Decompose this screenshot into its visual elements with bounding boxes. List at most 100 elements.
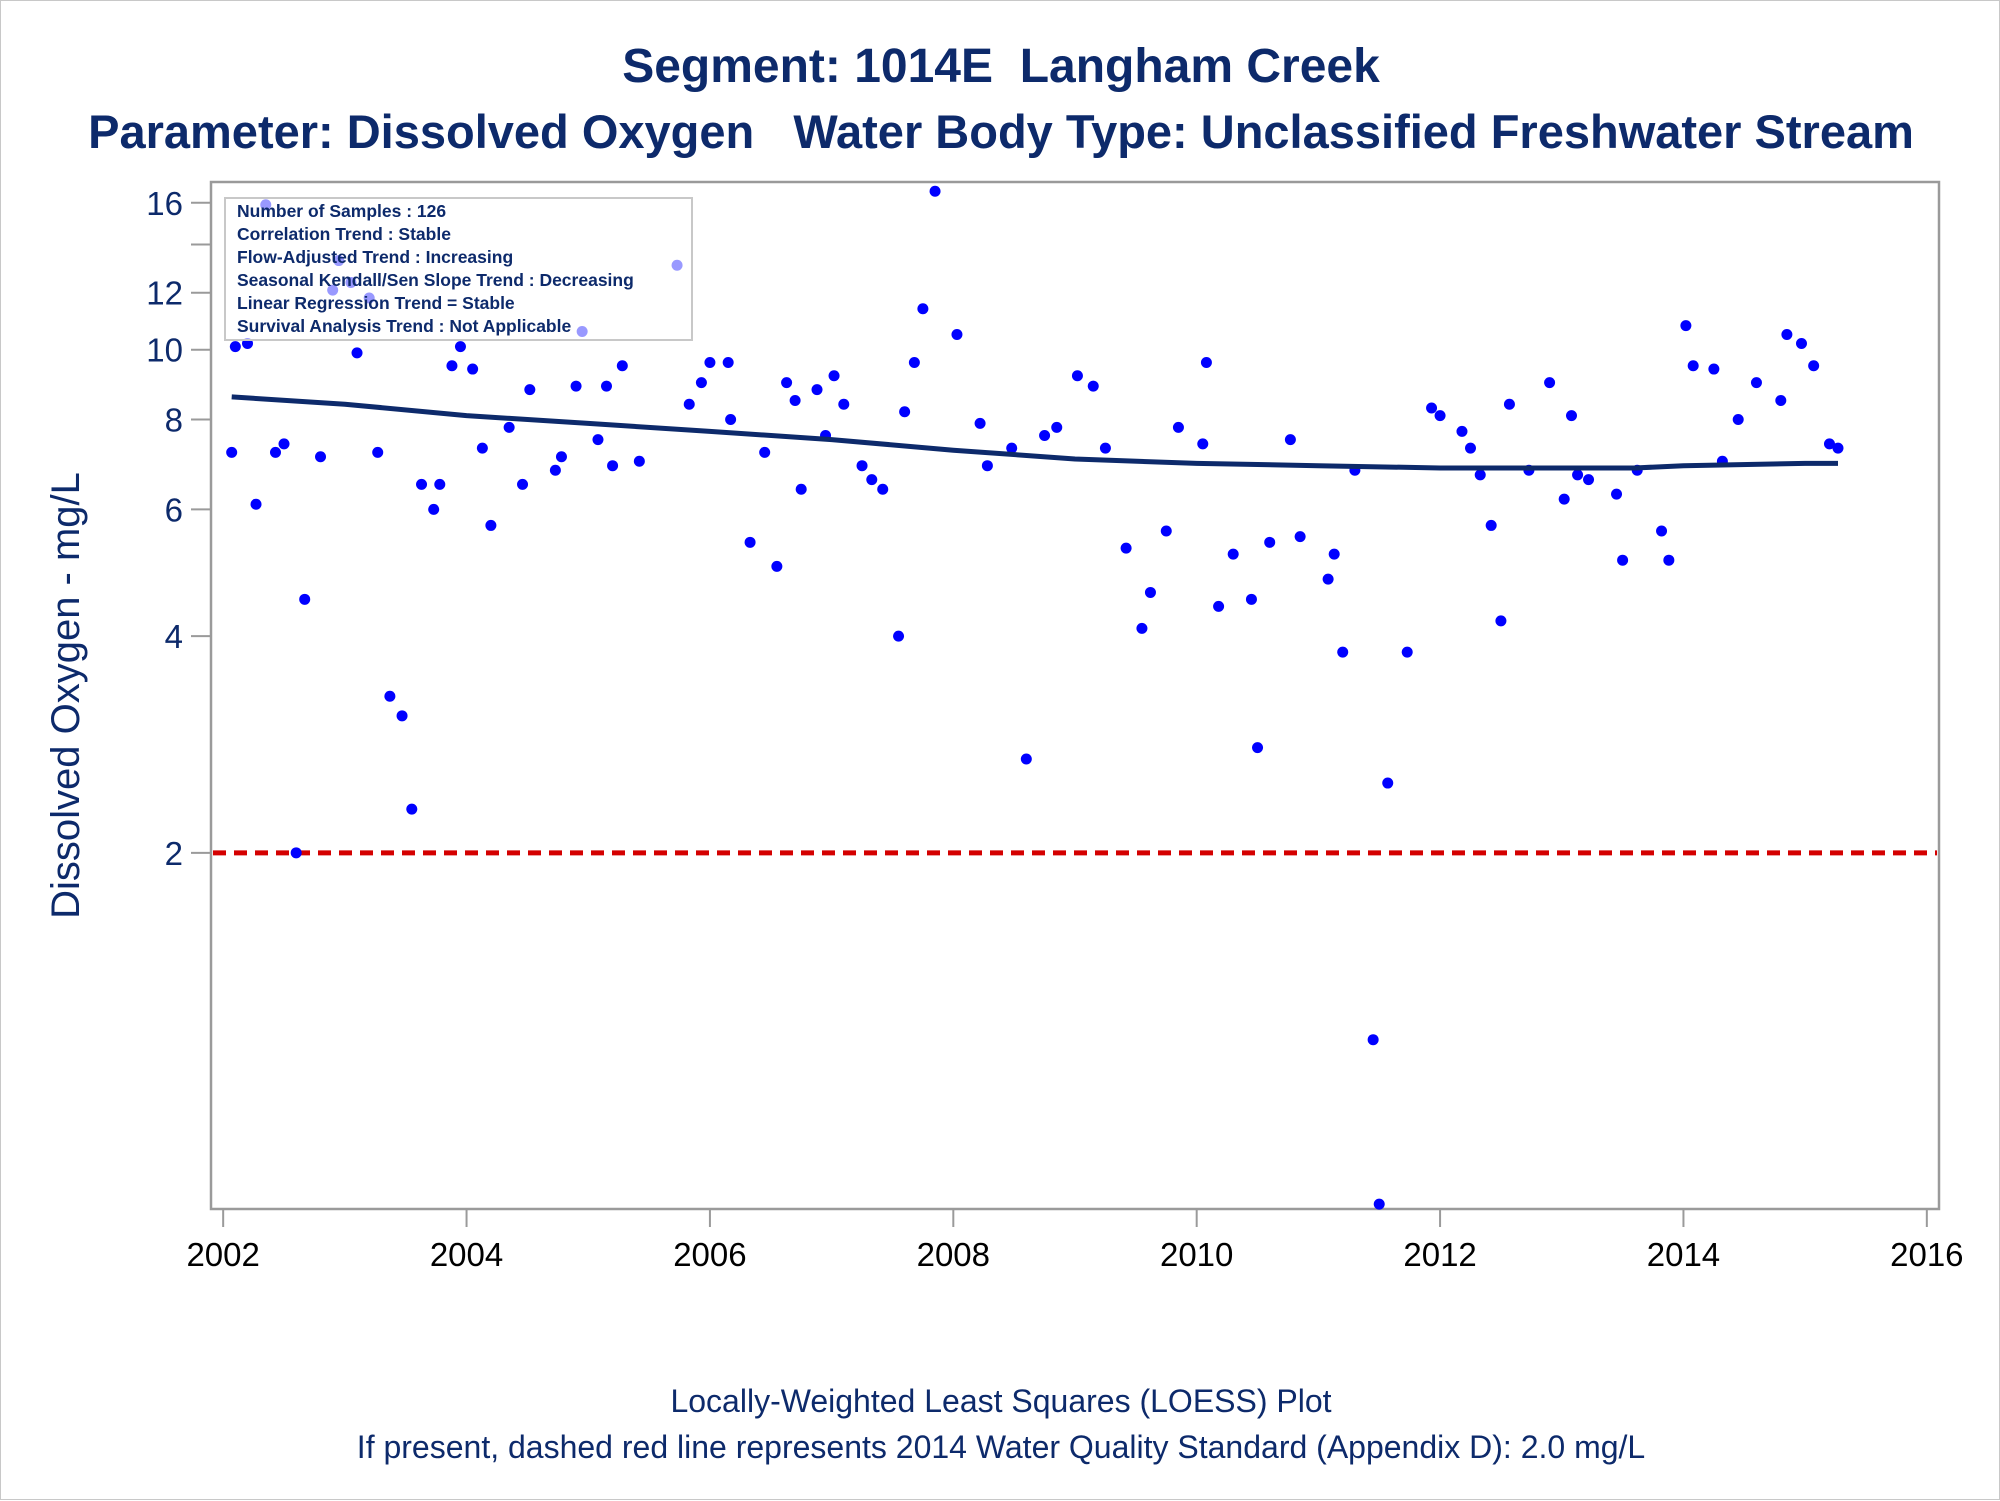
data-point: [1617, 554, 1629, 566]
data-point: [1213, 600, 1225, 612]
data-point: [917, 303, 929, 315]
y-axis-label: Dissolved Oxygen - mg/L: [44, 472, 88, 919]
data-point: [744, 536, 756, 548]
data-point: [1071, 370, 1083, 382]
data-point: [1558, 493, 1570, 505]
data-point: [1708, 363, 1720, 375]
x-tick-label: 2014: [1647, 1236, 1720, 1273]
data-point: [1120, 542, 1132, 554]
x-tick-label: 2010: [1160, 1236, 1233, 1273]
data-point: [951, 328, 963, 340]
data-point: [1750, 377, 1762, 389]
data-point: [1160, 525, 1172, 537]
data-point: [229, 341, 241, 353]
data-point: [1051, 421, 1063, 433]
data-point: [467, 363, 479, 375]
data-point: [1264, 536, 1276, 548]
x-tick-label: 2008: [917, 1236, 990, 1273]
data-point: [877, 483, 889, 495]
chart-title: Segment: 1014E Langham Creek: [622, 40, 1380, 93]
data-point: [446, 360, 458, 372]
data-point: [781, 377, 793, 389]
data-point: [1611, 488, 1623, 500]
data-point: [1775, 395, 1787, 407]
data-point: [406, 803, 418, 815]
y-tick-label: 10: [146, 332, 183, 369]
stats-box-line: Flow-Adjusted Trend : Increasing: [237, 247, 513, 267]
data-point: [1832, 442, 1844, 454]
y-tick-label: 2: [165, 835, 183, 872]
data-point: [1227, 548, 1239, 560]
data-point: [517, 478, 529, 490]
data-point: [1172, 421, 1184, 433]
data-point: [789, 395, 801, 407]
data-point: [1252, 742, 1264, 754]
data-point: [1572, 469, 1584, 481]
data-point: [866, 474, 878, 486]
x-tick-label: 2012: [1403, 1236, 1476, 1273]
data-point: [759, 446, 771, 458]
data-point: [1503, 398, 1515, 410]
data-point: [1808, 360, 1820, 372]
data-point: [1367, 1034, 1379, 1046]
data-point: [524, 384, 536, 396]
data-point: [1485, 519, 1497, 531]
data-point: [269, 446, 281, 458]
data-point: [981, 460, 993, 472]
data-point: [683, 398, 695, 410]
data-point: [278, 438, 290, 450]
x-tick-label: 2016: [1890, 1236, 1963, 1273]
data-point: [1200, 356, 1212, 368]
data-point: [372, 446, 384, 458]
plot-area-border: [209, 180, 1941, 1211]
data-point: [592, 434, 604, 446]
x-tick-label: 2002: [186, 1236, 259, 1273]
data-point: [1464, 442, 1476, 454]
data-point: [722, 356, 734, 368]
stats-box: [224, 197, 693, 341]
data-point: [1426, 402, 1438, 414]
data-point: [226, 446, 238, 458]
data-point: [1656, 525, 1668, 537]
x-tick-label: 2004: [430, 1236, 503, 1273]
data-point: [695, 377, 707, 389]
data-point: [633, 455, 645, 467]
data-point: [1245, 593, 1257, 605]
data-point: [929, 185, 941, 197]
x-tick-label: 2006: [673, 1236, 746, 1273]
data-point: [1732, 413, 1744, 425]
data-point: [828, 370, 840, 382]
stats-box-line: Number of Samples : 126: [237, 201, 446, 221]
loess-line: [231, 394, 1838, 471]
data-point: [549, 464, 561, 476]
data-point: [725, 413, 737, 425]
data-point: [485, 519, 497, 531]
data-point: [1434, 410, 1446, 422]
data-point: [616, 360, 628, 372]
y-tick-label: 12: [146, 275, 183, 312]
data-point: [396, 710, 408, 722]
data-point: [811, 384, 823, 396]
footnote-standard: If present, dashed red line represents 2…: [356, 1429, 1646, 1465]
data-point: [1565, 410, 1577, 422]
data-point: [838, 398, 850, 410]
data-point: [1284, 434, 1296, 446]
data-point: [1456, 425, 1468, 437]
data-point: [570, 380, 582, 392]
data-point: [1663, 554, 1675, 566]
data-point: [1544, 377, 1556, 389]
data-point: [600, 380, 612, 392]
data-point: [1328, 548, 1340, 560]
data-point: [856, 460, 868, 472]
stats-box-line: Seasonal Kendall/Sen Slope Trend : Decre…: [237, 270, 634, 290]
data-point: [1680, 320, 1692, 332]
data-point: [315, 451, 327, 463]
data-point: [1337, 646, 1349, 658]
data-point: [503, 421, 515, 433]
data-point: [1322, 573, 1334, 585]
data-point: [1136, 622, 1148, 634]
data-point: [1006, 442, 1018, 454]
data-point: [1495, 615, 1507, 627]
